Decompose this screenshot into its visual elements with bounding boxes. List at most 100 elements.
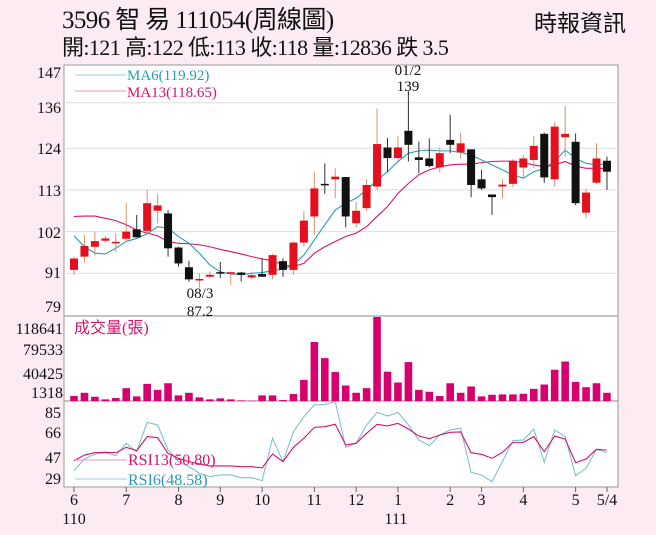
volume-bar <box>164 383 172 401</box>
volume-bar <box>456 392 465 401</box>
volume-bar <box>467 386 475 401</box>
volume-tick-label: 1318 <box>31 385 63 402</box>
candle-body <box>582 192 591 213</box>
rsi13-legend: RSI13(50.80) <box>128 452 216 469</box>
volume-bar <box>237 400 245 401</box>
candle-body <box>80 246 89 257</box>
candle-body <box>216 272 225 274</box>
rsi-tick-label: 85 <box>45 405 61 422</box>
candle-body <box>70 258 78 270</box>
price-tick-label: 91 <box>45 265 61 282</box>
ma13-legend: MA13(118.65) <box>127 85 217 101</box>
volume-bar <box>477 396 486 401</box>
x-tick-label: 11 <box>307 492 322 509</box>
candle-body <box>456 143 465 153</box>
volume-tick-label: 79533 <box>23 342 63 359</box>
candle-body <box>184 267 193 280</box>
volume-bar <box>404 362 413 401</box>
volume-bar <box>153 389 162 401</box>
x-tick-label: 12 <box>348 492 364 509</box>
candle-body <box>195 278 204 281</box>
volume-bar <box>206 399 214 401</box>
candle-body <box>404 130 413 145</box>
rsi6-line <box>73 401 608 483</box>
volume-bar <box>415 389 423 401</box>
volume-bar <box>498 394 507 401</box>
volume-bar <box>446 383 454 401</box>
price-tick-label: 147 <box>37 65 61 82</box>
candle-body <box>132 229 141 238</box>
volume-bar <box>362 388 371 401</box>
rsi-tick-label: 66 <box>45 425 61 442</box>
x-tick-label: 5 <box>572 492 580 509</box>
candle-body <box>279 261 287 270</box>
volume-legend: 成交量(張) <box>74 319 149 337</box>
candle-body <box>258 274 267 277</box>
volume-tick-label: 118641 <box>16 321 63 338</box>
candle-body <box>237 272 246 275</box>
candle-body <box>393 147 402 159</box>
rsi13-line <box>73 422 607 469</box>
moving-averages <box>73 149 608 275</box>
rsi-tick-label: 47 <box>45 450 61 467</box>
candle-body <box>498 184 507 187</box>
volume-bar <box>373 317 381 401</box>
volume-bar <box>174 395 183 401</box>
ma13-line <box>73 160 607 268</box>
candle-body <box>540 133 549 178</box>
volume-bar <box>268 395 277 401</box>
volume-bar <box>561 361 569 401</box>
volume-bar <box>321 358 329 401</box>
volume-bar <box>101 399 110 401</box>
volume-bar <box>70 396 78 401</box>
price-tick-label: 102 <box>37 225 61 242</box>
candle-body <box>550 126 559 180</box>
candle-body <box>519 158 528 168</box>
volume-bar <box>383 371 392 401</box>
candle-body <box>143 203 152 231</box>
high-date-annotation: 01/2 <box>395 63 422 79</box>
candle-body <box>414 157 423 160</box>
candle-body <box>446 139 455 145</box>
candle-body <box>477 179 486 189</box>
volume-bar <box>603 392 611 401</box>
candle-body <box>320 183 329 186</box>
volume-bar <box>279 400 287 401</box>
volume-bar <box>571 381 580 401</box>
volume-bar <box>258 395 266 401</box>
volume-bar <box>435 396 444 401</box>
volume-bar <box>195 397 204 401</box>
candle-body <box>352 210 361 224</box>
candle-body <box>174 247 183 264</box>
volume-tick-label: 40425 <box>23 366 63 383</box>
x-tick-label: 8 <box>175 492 183 509</box>
candle-body <box>561 133 570 138</box>
x-tick-label: 10 <box>254 492 270 509</box>
candle-body <box>101 238 110 241</box>
x-tick-label: 3 <box>478 492 486 509</box>
volume-bar <box>509 394 517 401</box>
source-label: 時報資訊 <box>534 11 626 36</box>
candle-body <box>592 158 601 183</box>
candle-body <box>508 160 517 184</box>
volume-bar <box>540 384 549 401</box>
candle-body <box>289 242 298 270</box>
volume-bar <box>185 392 193 401</box>
price-tick-label: 124 <box>37 141 61 158</box>
volume-bar <box>394 382 402 401</box>
x-tick-label: 2 <box>446 492 454 509</box>
volume-bar <box>425 391 434 401</box>
volume-bar <box>216 398 225 401</box>
candle-body <box>226 272 235 274</box>
candle-body <box>529 145 538 160</box>
quote-summary: 開:121 高:122 低:113 收:118 量:12836 跌 3.5 <box>62 35 449 60</box>
candle-body <box>383 147 392 159</box>
candle-body <box>331 176 340 180</box>
x-tick-label: 9 <box>216 492 224 509</box>
volume-bar <box>352 392 360 401</box>
candle-body <box>310 188 319 217</box>
x-tick-label: 1 <box>394 492 402 509</box>
candle-body <box>362 184 371 209</box>
chart-title: 3596 智 易 111054(周線圖) <box>62 7 334 34</box>
volume-bars <box>70 317 611 401</box>
